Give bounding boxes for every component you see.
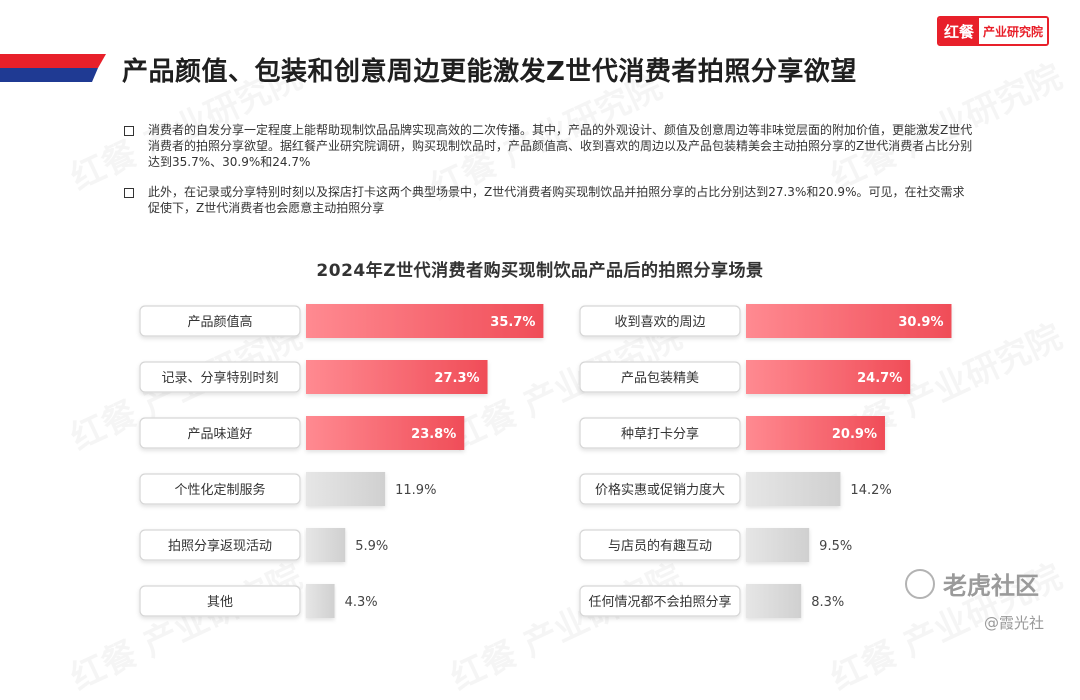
category-label: 产品颜值高 [187,314,252,330]
social-logo-icon [905,568,935,599]
value-label: 11.9% [395,483,436,498]
bullet-item: 消费者的自发分享一定程度上能帮助现制饮品品牌实现高效的二次传播。其中，产品的外观… [124,122,974,170]
bar [306,584,335,618]
logo-mark: 红餐 [939,18,980,44]
brand-logo: 红餐 产业研究院 [937,16,1050,46]
value-label: 23.8% [411,427,456,442]
category-label-box [579,417,741,449]
category-label: 个性化定制服务 [174,482,265,498]
category-label: 拍照分享返现活动 [168,538,272,554]
value-label: 4.3% [345,595,378,610]
bullet-text: 此外，在记录或分享特别时刻以及探店打卡这两个典型场景中，Z世代消费者购买现制饮品… [148,185,965,215]
category-label-box [139,361,301,393]
bar [306,416,465,450]
category-label-box [579,585,741,617]
category-label-box [579,305,741,337]
value-label: 14.2% [850,483,891,498]
bar [306,472,386,506]
bullet-text: 消费者的自发分享一定程度上能帮助现制饮品品牌实现高效的二次传播。其中，产品的外观… [148,123,973,169]
bar [746,472,841,506]
category-label: 任何情况都不会拍照分享 [588,594,731,610]
category-label: 价格实惠或促销力度大 [595,482,725,498]
bar [306,360,488,394]
category-label-box [579,473,741,505]
category-label-box [139,529,301,561]
category-label: 产品包装精美 [621,371,699,386]
bar [306,528,346,562]
category-label: 产品味道好 [187,427,252,442]
bar [746,416,885,450]
value-label: 5.9% [355,539,388,554]
credit-text: @霞光社 [984,614,1045,632]
value-label: 30.9% [898,315,943,330]
category-label-box [139,305,301,337]
value-label: 8.3% [811,595,844,610]
bullet-item: 此外，在记录或分享特别时刻以及探店打卡这两个典型场景中，Z世代消费者购买现制饮品… [124,184,974,216]
category-label: 其他 [207,595,233,610]
bar [306,304,544,338]
category-label: 与店员的有趣互动 [608,538,712,554]
category-label-box [579,529,741,561]
bullet-square-icon [124,188,134,198]
title-accent-bar [0,54,106,82]
bar [746,360,911,394]
value-label: 20.9% [832,427,877,442]
page-title: 产品颜值、包装和创意周边更能激发Z世代消费者拍照分享欲望 [122,57,857,87]
chart-title: 2024年Z世代消费者购买现制饮品产品后的拍照分享场景 [316,261,764,281]
category-label-box [579,361,741,393]
category-label: 种草打卡分享 [621,426,699,442]
social-name: 老虎社区 [943,572,1039,600]
bar [746,584,802,618]
bar [746,304,952,338]
bullet-square-icon [124,126,134,136]
bar-chart: 产品颜值高 35.7% 记录、分享特别时刻 27.3% 产品味道好 23.8% 个性化定制服… [139,304,952,618]
bar [746,528,810,562]
category-label: 收到喜欢的周边 [614,314,705,330]
category-label-box [139,585,301,617]
category-label-box [139,417,301,449]
value-label: 27.3% [434,371,479,386]
value-label: 24.7% [857,371,902,386]
category-label: 记录、分享特别时刻 [161,370,278,386]
category-label-box [139,473,301,505]
social-watermark: 老虎社区 [905,566,1039,601]
logo-text: 产业研究院 [979,18,1048,44]
bullet-list: 消费者的自发分享一定程度上能帮助现制饮品品牌实现高效的二次传播。其中，产品的外观… [124,122,974,230]
value-label: 35.7% [490,315,535,330]
value-label: 9.5% [819,539,852,554]
